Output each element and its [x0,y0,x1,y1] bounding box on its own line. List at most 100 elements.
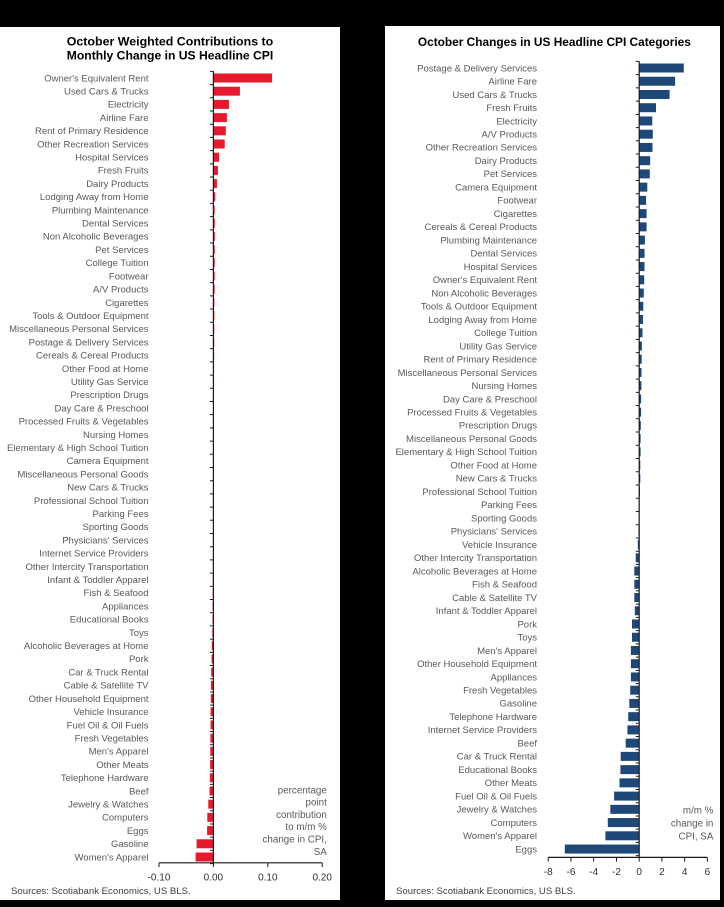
svg-text:Plumbing Maintenance: Plumbing Maintenance [52,205,149,216]
svg-text:Educational Books: Educational Books [458,765,537,776]
svg-text:Parking Fees: Parking Fees [93,509,149,520]
svg-text:Other Intercity Transportation: Other Intercity Transportation [25,562,148,573]
svg-text:Computers: Computers [491,818,538,829]
svg-text:Internet Service Providers: Internet Service Providers [39,549,149,560]
svg-text:Other Household Equipment: Other Household Equipment [29,694,149,705]
svg-text:Other Recreation Services: Other Recreation Services [426,143,538,154]
svg-text:Tools & Outdoor Equipment: Tools & Outdoor Equipment [421,302,538,313]
svg-text:-6: -6 [567,867,576,878]
svg-text:College Tuition: College Tuition [474,328,537,339]
svg-text:Other Household Equipment: Other Household Equipment [417,659,537,670]
svg-text:Elementary & High School Tuiti: Elementary & High School Tuition [395,447,537,458]
svg-text:Professional School Tuition: Professional School Tuition [422,487,537,498]
svg-text:6: 6 [705,867,711,878]
svg-text:Miscellaneous Personal Goods: Miscellaneous Personal Goods [406,434,537,445]
svg-text:to m/m %: to m/m % [285,822,327,833]
svg-text:Owner's Equivalent Rent: Owner's Equivalent Rent [44,73,149,84]
svg-text:Fresh Vegetables: Fresh Vegetables [463,685,537,696]
svg-text:Internet Service Providers: Internet Service Providers [428,725,538,736]
svg-text:Educational Books: Educational Books [70,615,149,626]
svg-text:October Weighted Contributions: October Weighted Contributions to [67,35,274,49]
svg-text:Men's Apparel: Men's Apparel [477,646,537,657]
svg-text:Used Cars & Trucks: Used Cars & Trucks [453,90,538,101]
svg-text:Day Care & Preschool: Day Care & Preschool [55,403,149,414]
svg-text:Camera Equipment: Camera Equipment [455,182,537,193]
svg-text:Prescription Drugs: Prescription Drugs [459,421,537,432]
svg-text:Infant & Toddler Apparel: Infant & Toddler Apparel [47,575,148,586]
svg-text:-8: -8 [544,867,553,878]
svg-text:-4: -4 [589,867,598,878]
svg-text:Physicians' Services: Physicians' Services [451,527,538,538]
svg-text:Computers: Computers [102,813,149,824]
svg-text:Cigarettes: Cigarettes [105,298,149,309]
svg-text:Hospital Services: Hospital Services [75,153,149,164]
svg-text:Cable & Satellite TV: Cable & Satellite TV [452,593,538,604]
svg-text:Nursing Homes: Nursing Homes [83,430,149,441]
svg-text:Camera Equipment: Camera Equipment [67,456,149,467]
svg-text:Prescription Drugs: Prescription Drugs [70,390,148,401]
svg-text:Utility Gas Service: Utility Gas Service [71,377,149,388]
svg-text:New Cars & Trucks: New Cars & Trucks [67,483,149,494]
svg-text:Physicians' Services: Physicians' Services [62,535,149,546]
svg-text:Toys: Toys [517,633,537,644]
svg-text:SA: SA [314,847,328,858]
svg-text:4: 4 [682,867,688,878]
svg-text:Other Food at Home: Other Food at Home [450,460,537,471]
svg-text:-2: -2 [612,867,621,878]
svg-text:Airline Fare: Airline Fare [488,77,537,88]
svg-text:Other Meats: Other Meats [96,760,149,771]
svg-text:Telephone Hardware: Telephone Hardware [61,773,149,784]
svg-text:Owner's Equivalent Rent: Owner's Equivalent Rent [433,275,538,286]
svg-text:Pork: Pork [517,619,537,630]
svg-text:Pet Services: Pet Services [95,245,149,256]
svg-text:Sources: Scotiabank Economics,: Sources: Scotiabank Economics, US BLS. [11,886,191,897]
svg-text:Eggs: Eggs [127,826,149,837]
svg-text:Other Food at Home: Other Food at Home [62,364,149,375]
svg-text:percentage: percentage [278,785,328,796]
svg-text:Toys: Toys [129,628,149,639]
svg-text:-0.10: -0.10 [148,873,171,884]
svg-text:Alcoholic Beverages at Home: Alcoholic Beverages at Home [24,641,149,652]
svg-text:Sporting Goods: Sporting Goods [82,522,148,533]
svg-text:0.00: 0.00 [204,873,224,884]
svg-text:Processed Fruits & Vegetables: Processed Fruits & Vegetables [407,407,537,418]
svg-text:CPI, SA: CPI, SA [679,831,714,842]
svg-text:Nursing Homes: Nursing Homes [472,381,538,392]
svg-text:Day Care & Preschool: Day Care & Preschool [443,394,537,405]
svg-text:Fresh Vegetables: Fresh Vegetables [75,733,149,744]
svg-text:Postage & Delivery Services: Postage & Delivery Services [417,63,537,74]
svg-text:Hospital Services: Hospital Services [464,262,538,273]
svg-text:Fresh Fruits: Fresh Fruits [486,103,537,114]
svg-text:Lodging Away from Home: Lodging Away from Home [428,315,537,326]
svg-text:Elementary & High School Tuiti: Elementary & High School Tuition [7,443,149,454]
svg-text:College Tuition: College Tuition [86,258,149,269]
svg-text:Jewelry & Watches: Jewelry & Watches [457,805,538,816]
svg-text:Gasoline: Gasoline [500,699,538,710]
svg-text:Sporting Goods: Sporting Goods [471,513,537,524]
svg-text:Telephone Hardware: Telephone Hardware [449,712,537,723]
svg-text:Gasoline: Gasoline [111,839,149,850]
svg-text:Miscellaneous Personal Service: Miscellaneous Personal Services [398,368,538,379]
svg-text:Cigarettes: Cigarettes [494,209,538,220]
svg-text:Fish & Seafood: Fish & Seafood [472,580,537,591]
svg-text:Other Recreation Services: Other Recreation Services [37,139,149,150]
svg-text:Vehicle Insurance: Vehicle Insurance [74,707,149,718]
svg-text:Fish & Seafood: Fish & Seafood [84,588,149,599]
svg-text:Tools & Outdoor Equipment: Tools & Outdoor Equipment [32,311,149,322]
svg-text:Infant & Toddler Apparel: Infant & Toddler Apparel [436,606,537,617]
svg-text:m/m %: m/m % [683,805,714,816]
svg-text:Eggs: Eggs [515,844,537,855]
svg-text:Other Intercity Transportation: Other Intercity Transportation [414,553,537,564]
svg-text:Electricity: Electricity [108,100,149,111]
svg-text:October Changes in US Headline: October Changes in US Headline CPI Categ… [418,35,691,49]
svg-text:Dental Services: Dental Services [82,219,149,230]
svg-text:Footwear: Footwear [109,271,149,282]
svg-text:0.20: 0.20 [312,873,332,884]
svg-text:Used Cars & Trucks: Used Cars & Trucks [64,87,149,98]
svg-text:Cereals & Cereal Products: Cereals & Cereal Products [36,351,149,362]
svg-text:Women's Apparel: Women's Apparel [463,831,537,842]
svg-text:Car & Truck Rental: Car & Truck Rental [68,667,148,678]
svg-text:Car & Truck Rental: Car & Truck Rental [457,752,537,763]
svg-text:Beef: Beef [517,738,537,749]
svg-text:Utility Gas Service: Utility Gas Service [459,341,537,352]
